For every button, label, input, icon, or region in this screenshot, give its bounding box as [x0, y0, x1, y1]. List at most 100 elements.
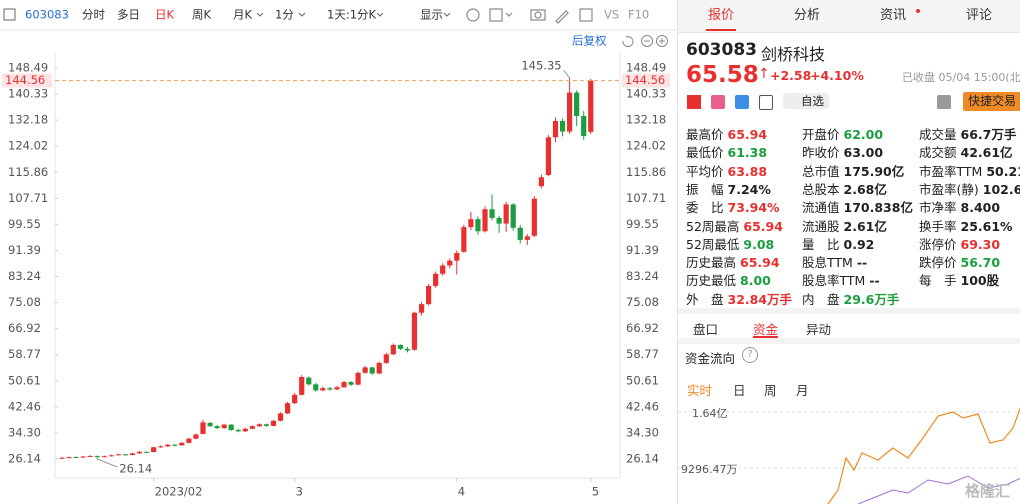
stat-label: 成交量	[919, 127, 957, 142]
stat-label: 开盘价	[802, 127, 840, 142]
help-icon[interactable]: ?	[742, 347, 758, 363]
stat-label: 最低价	[686, 145, 724, 161]
candle-body	[362, 367, 368, 373]
y-tick-label: 42.46	[8, 399, 41, 413]
y-tick-label: 107.71	[8, 191, 48, 205]
flow-chart	[678, 406, 1020, 504]
candle-body	[115, 454, 121, 456]
y-tick-label: 50.61	[8, 373, 41, 387]
stat-item: 开盘价 62.00	[802, 124, 883, 143]
toolbar-icons	[466, 8, 593, 24]
candle-body	[447, 260, 453, 266]
candle-body	[299, 376, 305, 395]
toolbar-item[interactable]: 1分	[275, 8, 294, 22]
toolbar-f10[interactable]: F10	[628, 8, 649, 22]
stat-label: 历史最低	[686, 273, 737, 289]
candle-body	[94, 455, 100, 457]
x-tick-label: 2023/02	[155, 485, 203, 499]
tab[interactable]: 分析	[793, 8, 820, 23]
price-change-pct: +4.10%	[810, 68, 864, 83]
y-tick-label: 66.92	[8, 321, 41, 335]
y-tick-label: 58.77	[8, 347, 41, 361]
stat-label: 流通值	[802, 200, 840, 216]
y-tick-label: 34.30	[8, 425, 41, 439]
stat-value: 42.61亿	[960, 145, 1013, 161]
tag-icon	[735, 95, 749, 109]
tab[interactable]: 报价	[707, 8, 734, 23]
candle-body	[313, 384, 319, 391]
candle-body	[200, 422, 206, 434]
adjust-mode[interactable]: 后复权	[572, 34, 607, 48]
candle-body	[510, 204, 516, 228]
period-tab[interactable]: 月	[796, 383, 809, 398]
toolbar-item[interactable]: 显示	[420, 8, 443, 22]
toolbar-item[interactable]: 多日	[117, 8, 140, 22]
tab[interactable]: 评论	[965, 8, 992, 23]
candle-body	[376, 362, 382, 374]
candle-body	[122, 454, 129, 456]
candle-body	[285, 403, 291, 414]
last-price-tag	[2, 73, 52, 88]
candle-body	[292, 394, 298, 404]
flow-title: 资金流向	[685, 351, 736, 366]
stat-item: 总股本 2.68亿	[802, 179, 887, 198]
tab[interactable]: 资讯	[879, 8, 906, 23]
sub-tab[interactable]: 盘口	[693, 322, 719, 337]
stat-item: 历史最高 65.94	[686, 252, 780, 271]
candle-body	[390, 345, 396, 355]
candle-body	[461, 227, 467, 252]
candle-body	[80, 456, 86, 458]
sub-tab[interactable]: 异动	[806, 322, 832, 337]
stat-label: 振 幅	[686, 181, 724, 197]
candle-body	[179, 442, 185, 446]
period-tab[interactable]: 日	[733, 383, 746, 398]
stat-label: 成交额	[919, 145, 957, 161]
stat-label: 换手率	[919, 218, 957, 234]
toolbar-vs[interactable]: VS	[604, 8, 619, 22]
candle-body	[440, 265, 446, 274]
stat-label: 涨停价	[919, 236, 957, 252]
stat-label: 外 盘	[686, 291, 724, 307]
stat-label: 股息率TTM	[802, 273, 866, 289]
stat-value: 69.30	[960, 236, 1001, 252]
stat-value: 63.88	[727, 163, 768, 179]
candle-body	[433, 273, 439, 286]
candle-body	[524, 236, 530, 240]
stat-item: 总市值 175.90亿	[802, 161, 904, 180]
candle-body	[193, 434, 199, 439]
stat-label: 昨收价	[802, 145, 840, 161]
tab-underline	[706, 29, 736, 31]
high-annotation: 145.35	[521, 59, 561, 73]
candle-body	[158, 446, 164, 448]
period-tab[interactable]: 周	[764, 383, 777, 398]
candle-body	[242, 428, 248, 432]
stat-label: 52周最高	[686, 218, 740, 234]
dropdown-caret	[376, 12, 384, 17]
period-tab[interactable]: 实时	[687, 383, 713, 398]
toolbar-item[interactable]: 月K	[233, 8, 252, 22]
toolbar-item[interactable]: 周K	[192, 8, 211, 22]
candle-body	[327, 388, 333, 390]
watch-button[interactable]: 自选	[783, 93, 829, 109]
candle-body	[496, 217, 502, 224]
sub-tab[interactable]: 资金	[753, 322, 779, 337]
candle-body	[221, 424, 227, 429]
stat-item: 股息TTM --	[802, 252, 867, 271]
doc-icon	[759, 95, 773, 110]
toolbar-item[interactable]: 1天:1分K	[327, 8, 377, 22]
candle-body	[66, 457, 72, 459]
candle-body	[151, 447, 157, 453]
stat-value: 63.00	[843, 145, 884, 161]
toolbar-item[interactable]: 日K	[155, 8, 174, 22]
flow-label: 9296.47万	[681, 463, 738, 476]
toolbar-item[interactable]: 分时	[82, 8, 105, 22]
y-tick-label-right: 66.92	[626, 321, 659, 335]
low-pointer	[97, 458, 118, 468]
y-tick-label-right: 75.08	[626, 295, 659, 309]
x-tick-label: 4	[458, 485, 465, 499]
candle-body	[538, 177, 544, 187]
stat-value: 2.61亿	[843, 218, 887, 234]
quick-trade-button[interactable]: 快捷交易	[963, 92, 1020, 111]
candle-body	[144, 451, 150, 453]
